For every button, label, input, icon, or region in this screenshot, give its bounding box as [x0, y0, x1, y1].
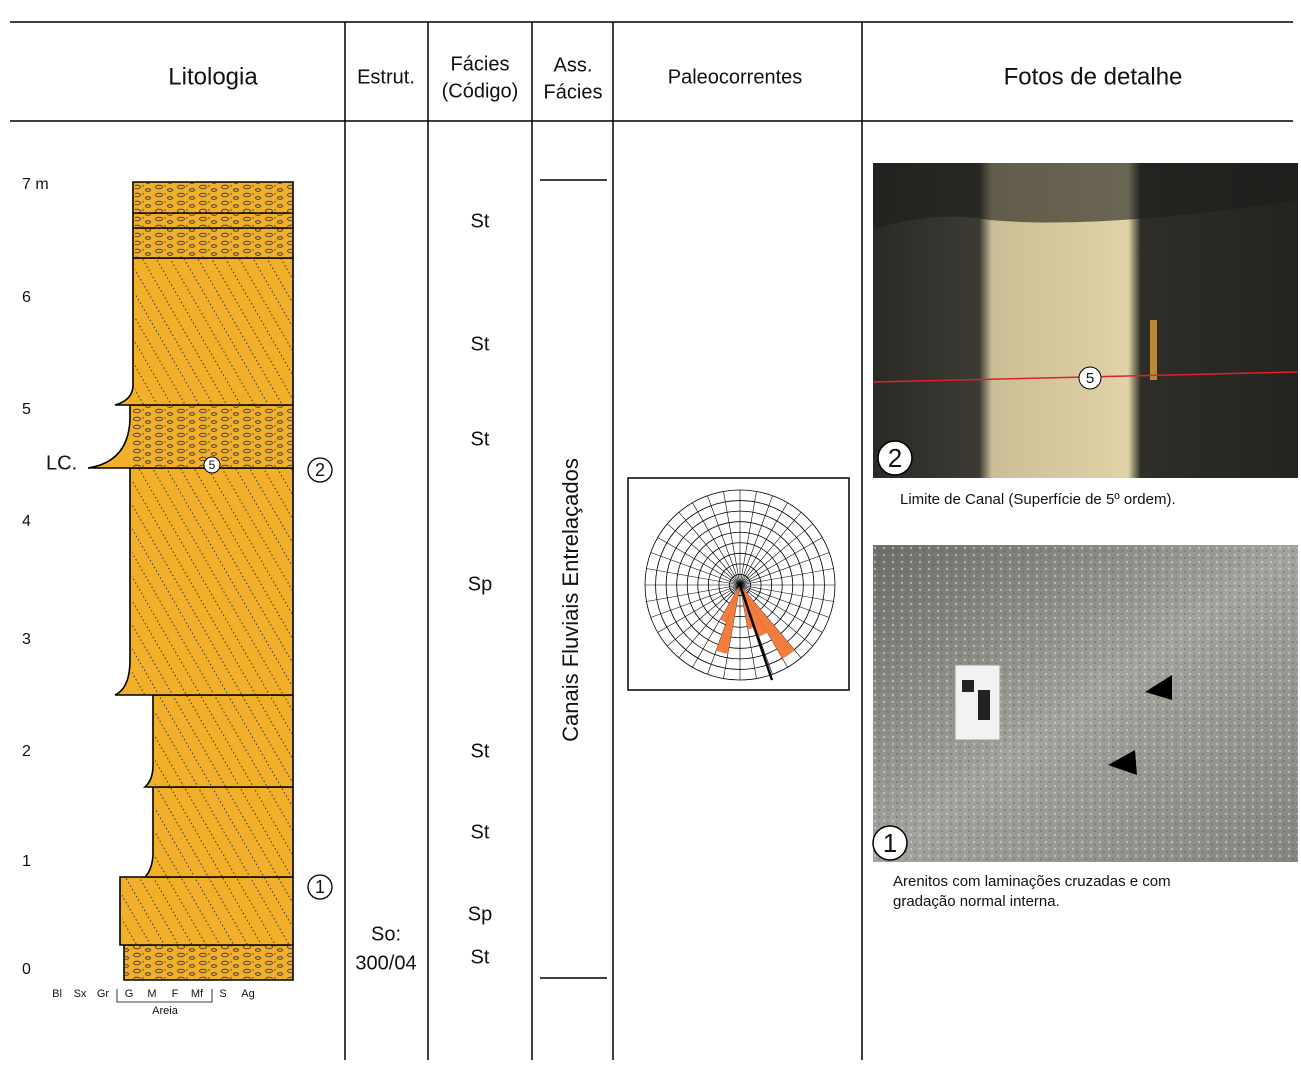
grain-label: Mf	[191, 988, 204, 1000]
photo: 5 2	[873, 163, 1298, 478]
grain-group: Areia	[152, 1005, 179, 1017]
structure-text: So:	[371, 923, 401, 945]
photo-ref: 2	[315, 460, 325, 480]
depth-label: 5	[22, 401, 31, 418]
depth-label: 1	[22, 853, 31, 870]
facies-association: Canais Fluviais Entrelaçados	[558, 458, 583, 742]
facies-code: St	[471, 428, 490, 450]
grain-label: Gr	[97, 988, 110, 1000]
depth-label: 3	[22, 631, 31, 648]
lithologic-column	[88, 182, 293, 980]
photo-caption: Limite de Canal (Superfície de 5º ordem)…	[900, 491, 1176, 508]
facies-code: Sp	[468, 903, 492, 925]
grain-label: G	[125, 988, 134, 1000]
surface-order: 5	[209, 458, 216, 472]
photo-marker: 5	[1086, 370, 1094, 387]
figure: Litologia Estrut. Fácies (Código) Ass. F…	[0, 0, 1301, 1064]
depth-label: 4	[22, 513, 31, 530]
header-cell: Ass.	[554, 54, 593, 76]
header-cell: Paleocorrentes	[668, 66, 803, 88]
header: Litologia Estrut. Fácies (Código) Ass. F…	[168, 53, 1182, 103]
depth-scale: 7 m 6 5 4 3 2 1 0	[22, 176, 49, 978]
header-cell: Fácies	[451, 53, 510, 75]
depth-label: 2	[22, 743, 31, 760]
facies-code: St	[471, 333, 490, 355]
depth-label: 7 m	[22, 176, 49, 193]
facies-code: Sp	[468, 573, 492, 595]
photo-number: 2	[888, 443, 902, 473]
boundary-label: LC.	[46, 452, 77, 474]
facies-codes: St St St Sp St St Sp St	[468, 210, 492, 968]
structure-text: 300/04	[355, 952, 416, 974]
photo-ref: 1	[315, 877, 325, 897]
photo: 1	[873, 545, 1298, 862]
photo-caption: Arenitos com laminações cruzadas e com	[893, 873, 1171, 890]
photo-number: 1	[883, 828, 897, 858]
grain-label: M	[147, 988, 156, 1000]
header-cell: (Código)	[442, 80, 519, 102]
grain-label: F	[172, 988, 179, 1000]
grain-label: S	[219, 988, 226, 1000]
header-cell: Fotos de detalhe	[1004, 63, 1183, 90]
depth-label: 6	[22, 289, 31, 306]
facies-code: St	[471, 821, 490, 843]
photo-caption: gradação normal interna.	[893, 893, 1060, 910]
grain-label: Sx	[74, 988, 87, 1000]
depth-label: 0	[22, 961, 31, 978]
rose-diagram	[628, 478, 849, 690]
facies-code: St	[471, 740, 490, 762]
facies-code: St	[471, 946, 490, 968]
grain-scale: Bl Sx Gr G M F Mf S Ag Areia	[52, 988, 255, 1017]
header-cell: Estrut.	[357, 66, 415, 88]
facies-code: St	[471, 210, 490, 232]
header-cell: Litologia	[168, 63, 258, 90]
grain-label: Bl	[52, 988, 62, 1000]
header-cell: Fácies	[544, 81, 603, 103]
grain-label: Ag	[241, 988, 254, 1000]
